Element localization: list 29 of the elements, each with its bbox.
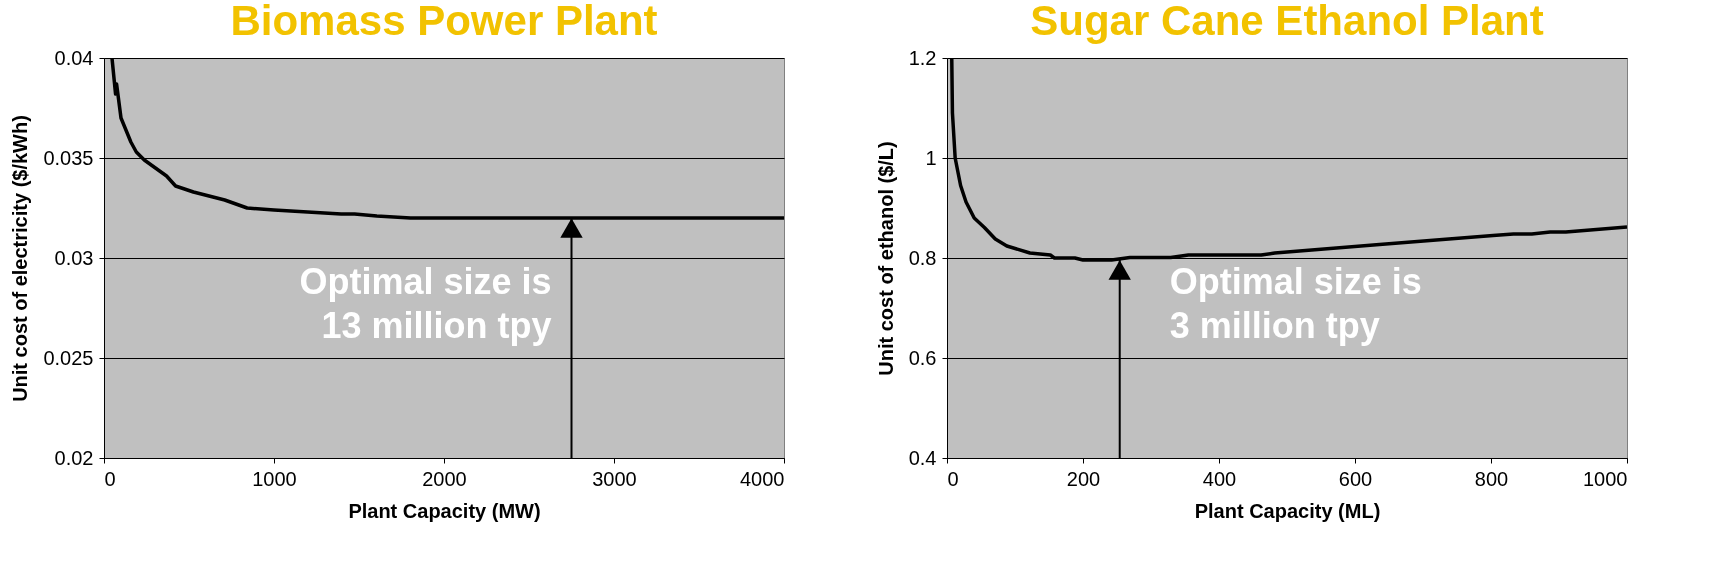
x-tick-label: 600 <box>1338 467 1373 490</box>
y-tick-label: 0.03 <box>54 246 94 269</box>
y-axis-title: Unit cost of ethanol ($/L) <box>874 141 897 376</box>
y-tick-label: 0.04 <box>54 46 94 69</box>
x-tick-label: 200 <box>1066 467 1101 490</box>
x-tick-label: 0 <box>947 467 959 490</box>
x-tick-label: 0 <box>104 467 116 490</box>
y-tick-label: 0.02 <box>54 446 94 469</box>
y-tick-label: 0.025 <box>43 346 94 369</box>
y-tick-label: 1 <box>925 146 937 169</box>
y-tick-label: 0.035 <box>43 146 94 169</box>
y-tick-label: 1.2 <box>908 46 937 69</box>
y-axis-title: Unit cost of electricity ($/kWh) <box>9 115 32 402</box>
x-tick-label: 3000 <box>592 467 637 490</box>
chart-title: Biomass Power Plant <box>230 0 658 44</box>
annotation: Optimal size is 13 million tpy <box>299 261 552 346</box>
x-tick-label: 2000 <box>422 467 467 490</box>
x-tick-label: 1000 <box>1583 467 1628 490</box>
y-tick-label: 0.4 <box>908 446 937 469</box>
x-axis-title: Plant Capacity (MW) <box>348 499 541 522</box>
x-tick-label: 4000 <box>740 467 785 490</box>
chart-title: Sugar Cane Ethanol Plant <box>1030 0 1544 44</box>
y-tick-label: 0.8 <box>908 246 937 269</box>
x-tick-label: 400 <box>1202 467 1237 490</box>
x-tick-label: 800 <box>1474 467 1509 490</box>
x-axis-title: Plant Capacity (ML) <box>1194 499 1381 522</box>
annotation: Optimal size is 3 million tpy <box>1169 261 1422 346</box>
y-tick-label: 0.6 <box>908 346 937 369</box>
x-tick-label: 1000 <box>252 467 297 490</box>
